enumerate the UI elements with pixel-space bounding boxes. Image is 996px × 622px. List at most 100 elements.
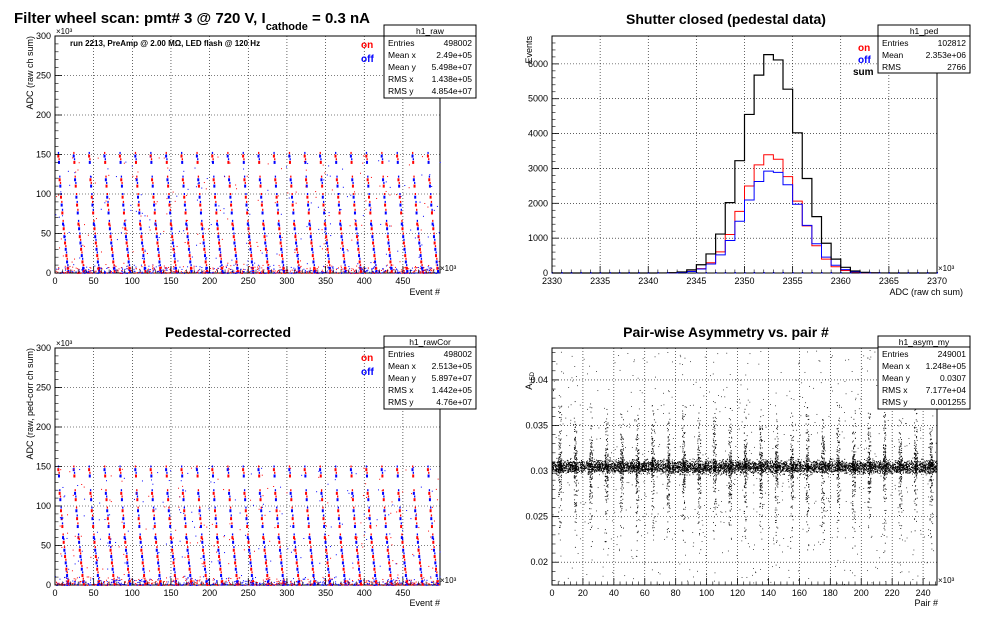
point-scatter bbox=[403, 270, 405, 272]
pad-raw-adc[interactable]: 0 50 100 150 200 250 300 350 400 450 050100150200… bbox=[25, 24, 477, 297]
point-baseline bbox=[99, 268, 101, 270]
point-baseline bbox=[82, 271, 84, 273]
pad-pedestal[interactable]: 2330 2335 2340 2345 2350 2355 2360 2365 2370 010… bbox=[524, 11, 971, 297]
point-baseline bbox=[289, 270, 291, 272]
point-baseline bbox=[212, 272, 214, 274]
point-scatter bbox=[436, 499, 438, 501]
point-pair bbox=[406, 267, 409, 270]
point-baseline bbox=[310, 270, 312, 272]
point-scatter bbox=[207, 228, 209, 230]
point-pair bbox=[416, 533, 419, 536]
point-pair bbox=[385, 522, 387, 525]
point-scatter bbox=[130, 209, 132, 211]
pad-asymmetry[interactable]: 0 20 40 60 80 100 120 140 160 180 200 220 240 0.020.… bbox=[524, 324, 971, 608]
point-scatter bbox=[262, 495, 264, 497]
point-pair bbox=[243, 471, 245, 474]
point-baseline bbox=[126, 265, 128, 267]
point-baseline bbox=[311, 584, 313, 586]
point-on bbox=[136, 498, 139, 502]
point-baseline bbox=[86, 576, 88, 578]
point-off bbox=[307, 517, 310, 521]
point-pair bbox=[134, 151, 137, 154]
point-pair bbox=[435, 565, 437, 568]
point-scatter bbox=[216, 551, 218, 553]
point-baseline bbox=[350, 272, 352, 274]
point-pair bbox=[166, 158, 168, 161]
point-pair bbox=[63, 538, 65, 541]
point-baseline bbox=[148, 270, 150, 272]
point-off bbox=[214, 517, 217, 521]
point-scatter bbox=[307, 163, 309, 165]
point-baseline bbox=[215, 584, 217, 586]
point-scatter bbox=[171, 541, 173, 543]
point-baseline bbox=[411, 583, 413, 585]
point-pair bbox=[92, 208, 94, 211]
point-scatter bbox=[104, 519, 106, 521]
point-scatter bbox=[294, 234, 296, 236]
point-baseline bbox=[208, 271, 210, 273]
point-off bbox=[92, 222, 95, 226]
point-scatter bbox=[146, 253, 148, 255]
point-baseline bbox=[79, 272, 81, 274]
point-pair bbox=[136, 181, 139, 184]
point-on bbox=[400, 211, 403, 215]
point-pair bbox=[289, 471, 291, 474]
point-baseline bbox=[171, 581, 173, 583]
point-pair bbox=[197, 471, 199, 474]
point-pair bbox=[274, 158, 276, 161]
point-on bbox=[247, 540, 250, 544]
point-baseline bbox=[373, 266, 375, 268]
point-baseline bbox=[286, 584, 288, 586]
point-baseline bbox=[371, 268, 373, 270]
point-off bbox=[134, 154, 137, 158]
point-baseline bbox=[97, 272, 99, 274]
y-multiplier: ×10³ bbox=[56, 27, 73, 36]
point-on bbox=[433, 555, 436, 559]
point-baseline bbox=[151, 583, 153, 585]
point-off bbox=[257, 154, 260, 158]
point-baseline bbox=[152, 264, 154, 266]
point-baseline bbox=[84, 271, 86, 273]
point-baseline bbox=[197, 584, 199, 586]
point-baseline bbox=[382, 268, 384, 270]
legend-off: off bbox=[361, 367, 374, 378]
point-pair bbox=[277, 522, 279, 525]
point-baseline bbox=[128, 271, 130, 273]
point-baseline bbox=[187, 272, 189, 274]
point-baseline bbox=[180, 584, 182, 586]
point-baseline bbox=[260, 272, 262, 274]
point-pair bbox=[73, 471, 76, 474]
point-baseline bbox=[432, 270, 434, 272]
point-off bbox=[218, 561, 221, 565]
point-scatter bbox=[396, 563, 398, 565]
point-baseline bbox=[216, 269, 218, 271]
point-scatter bbox=[392, 504, 394, 506]
point-baseline bbox=[198, 580, 200, 582]
point-on bbox=[112, 574, 115, 578]
point-baseline bbox=[248, 583, 250, 585]
point-baseline bbox=[225, 265, 227, 267]
point-pair bbox=[265, 558, 267, 561]
point-baseline bbox=[384, 583, 386, 585]
point-off bbox=[64, 561, 67, 565]
point-pair bbox=[367, 175, 369, 178]
point-pair bbox=[327, 245, 329, 248]
point-pair bbox=[427, 465, 429, 468]
point-scatter bbox=[99, 538, 101, 540]
point-scatter bbox=[196, 199, 198, 201]
point-baseline bbox=[222, 266, 224, 268]
pad-pedestal-corrected[interactable]: 0 50 100 150 200 250 300 350 400 450 050100150200… bbox=[25, 324, 477, 608]
point-on bbox=[402, 555, 405, 559]
point-scatter bbox=[69, 471, 71, 473]
point-pair bbox=[250, 565, 252, 568]
point-on bbox=[173, 260, 176, 264]
x-tick-label: 2350 bbox=[734, 276, 754, 286]
point-baseline bbox=[58, 267, 60, 269]
point-pair bbox=[77, 208, 79, 211]
point-pair bbox=[312, 571, 315, 574]
point-baseline bbox=[174, 271, 176, 273]
point-pair bbox=[188, 558, 190, 561]
point-baseline bbox=[341, 268, 343, 270]
point-scatter bbox=[402, 529, 404, 531]
point-pair bbox=[106, 181, 108, 184]
